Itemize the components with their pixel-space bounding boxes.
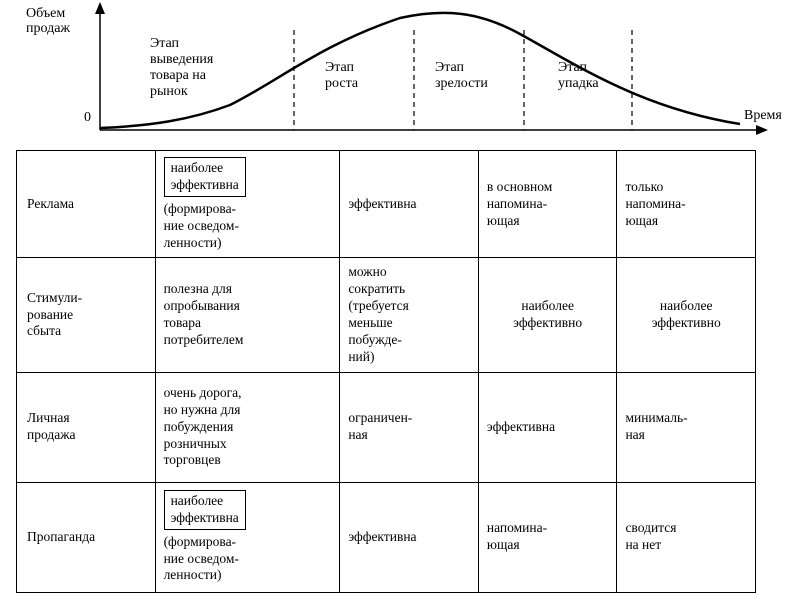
matrix-cell: наиболееэффективна(формирова-ние осведом… (155, 482, 340, 592)
stage-label: Этапзрелости (435, 60, 525, 92)
matrix-cell: сводитсяна нет (617, 482, 756, 592)
row-header: Реклама (17, 151, 156, 258)
origin-label: 0 (84, 110, 91, 125)
matrix-cell: эффективна (478, 372, 617, 482)
matrix-cell: в основномнапомина-ющая (478, 151, 617, 258)
matrix-cell: наиболееэффективна(формирова-ние осведом… (155, 151, 340, 258)
matrix-cell: минималь-ная (617, 372, 756, 482)
stage-label: Этапроста (325, 60, 405, 92)
matrix-cell: наиболееэффективно (478, 258, 617, 372)
lifecycle-chart: Объемпродаж 0 Время Этапвыведениятовара … (0, 0, 800, 150)
cell-text: (формирова-ние осведом-ленности) (164, 201, 239, 252)
stage-label: Этапвыведениятовара нарынок (150, 36, 270, 100)
y-axis-label: Объемпродаж (26, 6, 96, 37)
matrix-cell: тольконапомина-ющая (617, 151, 756, 258)
row-header: Пропаганда (17, 482, 156, 592)
row-header: Стимули-рованиесбыта (17, 258, 156, 372)
boxed-highlight: наиболееэффективна (164, 490, 246, 530)
matrix-cell: эффективна (340, 482, 479, 592)
row-header: Личнаяпродажа (17, 372, 156, 482)
cell-text: (формирова-ние осведом-ленности) (164, 534, 239, 585)
x-axis-arrow (756, 125, 768, 135)
x-axis-label: Время (744, 108, 782, 123)
matrix-cell: можносократить(требуетсяменьшепобужде-ни… (340, 258, 479, 372)
matrix-cell: ограничен-ная (340, 372, 479, 482)
stage-label: Этапупадка (558, 60, 638, 92)
promotion-matrix-table: Рекламанаиболееэффективна(формирова-ние … (16, 150, 756, 593)
matrix-cell: эффективна (340, 151, 479, 258)
matrix-cell: полезна дляопробываниятоварапотребителем (155, 258, 340, 372)
matrix-cell: напомина-ющая (478, 482, 617, 592)
boxed-highlight: наиболееэффективна (164, 157, 246, 197)
y-axis-arrow (95, 2, 105, 14)
matrix-cell: очень дорога,но нужна дляпобуждениярозни… (155, 372, 340, 482)
page-root: Объемпродаж 0 Время Этапвыведениятовара … (0, 0, 800, 600)
matrix-cell: наиболееэффективно (617, 258, 756, 372)
